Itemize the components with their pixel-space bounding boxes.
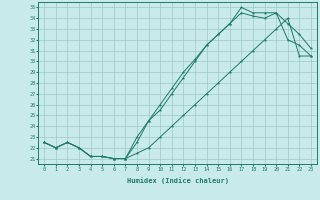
X-axis label: Humidex (Indice chaleur): Humidex (Indice chaleur) — [127, 177, 228, 184]
